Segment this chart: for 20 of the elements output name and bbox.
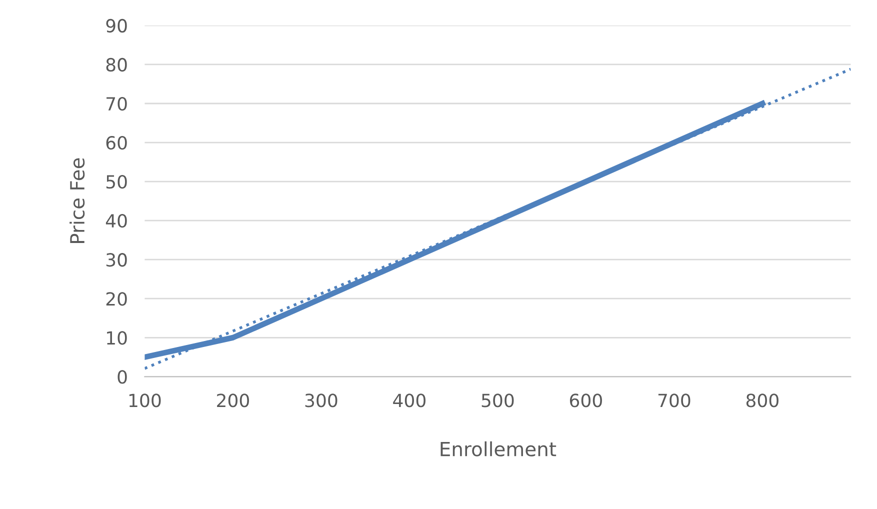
y-axis-title: Price Fee (70, 158, 85, 243)
y-tick-label: 80 (106, 58, 127, 72)
x-axis-title: Enrollement (440, 441, 556, 456)
x-tick-label: 500 (482, 394, 514, 408)
x-tick-label: 400 (393, 394, 426, 408)
y-tick-label: 40 (106, 214, 127, 228)
y-tick-label: 50 (106, 175, 127, 189)
x-tick-label: 800 (746, 394, 778, 408)
x-tick-label: 600 (570, 394, 602, 408)
x-tick-label: 300 (305, 394, 338, 408)
x-tick-label: 700 (658, 394, 690, 408)
y-tick-label: 30 (106, 253, 127, 267)
x-tick-label: 200 (217, 394, 249, 408)
x-tick-label: 100 (129, 394, 161, 408)
y-tick-label: 10 (107, 331, 127, 345)
y-tick-label: 70 (106, 96, 127, 111)
y-tick-label: 60 (106, 136, 127, 150)
y-tick-label: 90 (106, 18, 127, 33)
y-tick-label: 20 (106, 292, 127, 306)
y-tick-label: 0 (118, 370, 127, 384)
